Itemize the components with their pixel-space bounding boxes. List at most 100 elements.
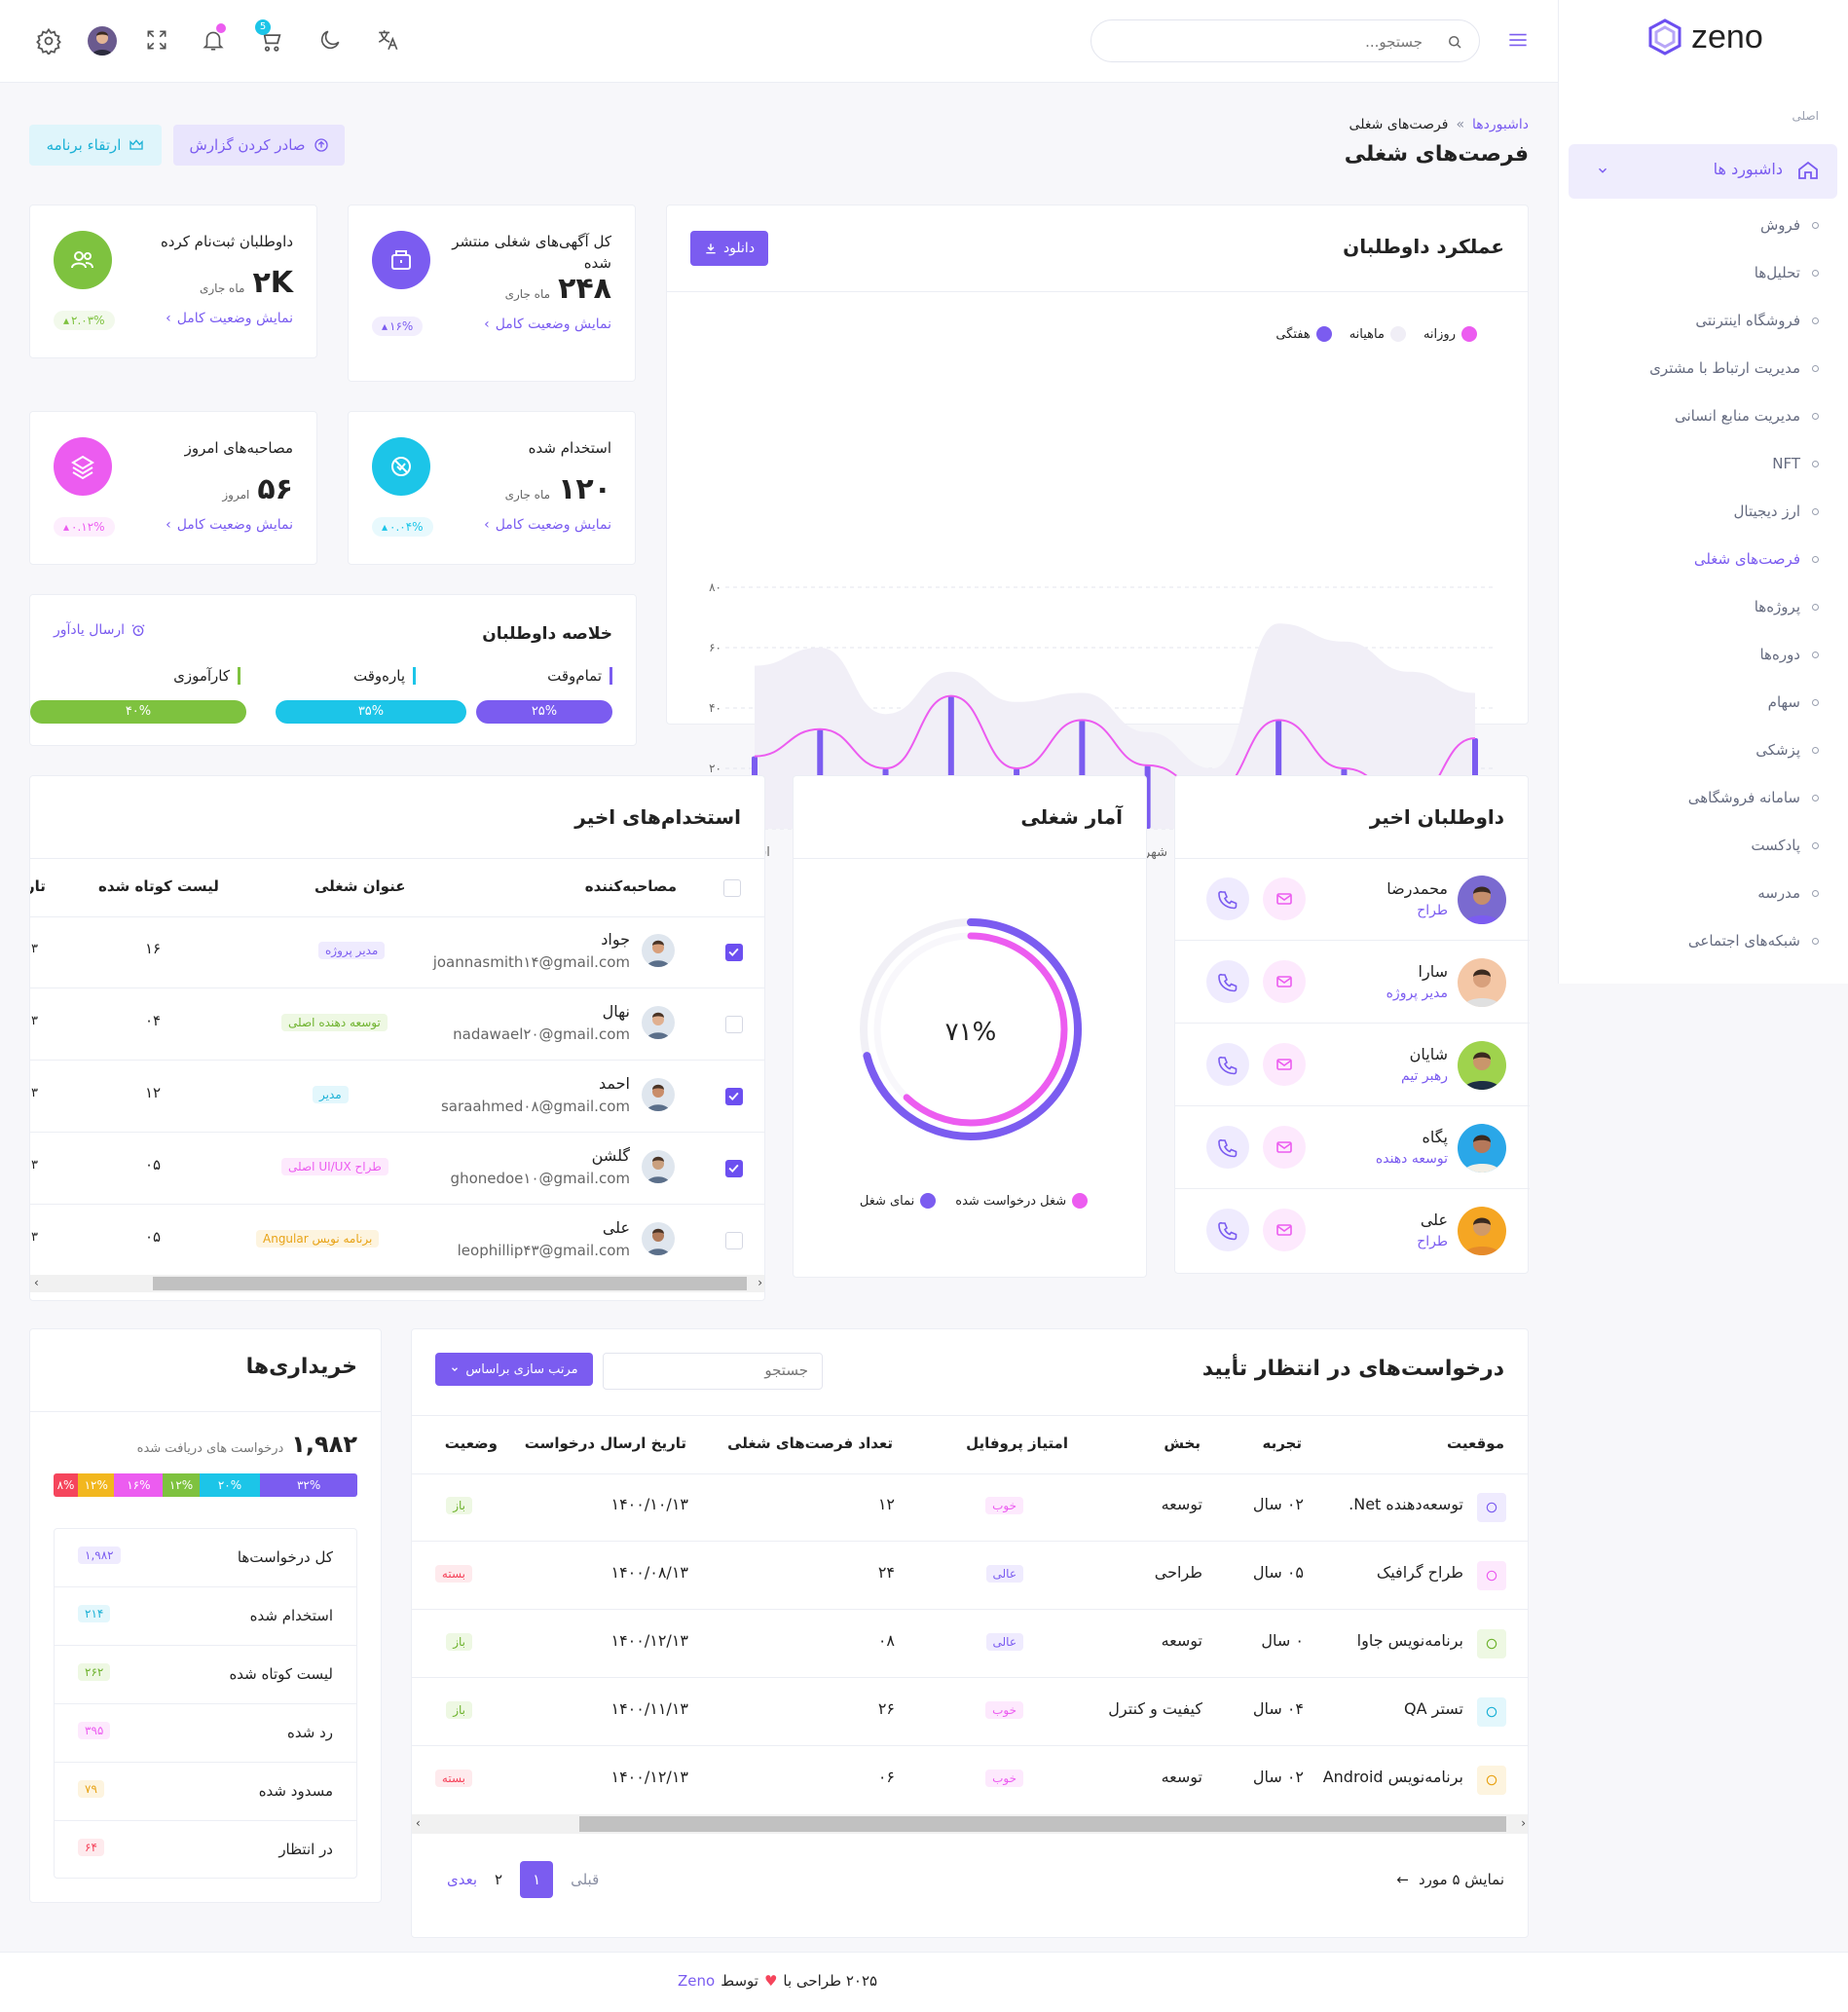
email-button[interactable] [1263, 1126, 1306, 1169]
next-page-button[interactable]: بعدی [447, 1871, 478, 1888]
page-2-button[interactable]: ۲ [495, 1871, 503, 1888]
sidebar-item[interactable]: فرصت‌های شغلی [1694, 550, 1819, 568]
sort-by-label: مرتب سازی براساس [465, 1361, 578, 1377]
call-button[interactable] [1206, 1209, 1249, 1251]
pending-table-row[interactable]: توسعه‌دهنده Net. ۰۲ سال توسعه خوب ۱۲ ۱۴۰۰/۱۰/… [412, 1473, 1528, 1542]
translate-icon[interactable] [376, 27, 403, 55]
sidebar-section-label: اصلی [1792, 109, 1820, 123]
user-avatar[interactable] [88, 26, 117, 56]
pending-search-box[interactable] [603, 1353, 823, 1390]
scroll-right-icon[interactable]: › [758, 1276, 762, 1289]
sidebar-item[interactable]: سهام [1768, 693, 1819, 711]
horizontal-scrollbar[interactable]: ‹ › [412, 1814, 1528, 1834]
cart-icon[interactable]: 5 [255, 19, 284, 55]
hires-header-job-title: عنوان شغلی [314, 877, 406, 895]
scroll-left-icon[interactable]: ‹ [416, 1816, 421, 1830]
legend-item[interactable]: هفتگی [1275, 326, 1332, 342]
notification-bell-icon[interactable] [201, 23, 228, 55]
select-all-checkbox[interactable] [723, 879, 741, 897]
pending-search-input[interactable] [613, 1361, 808, 1379]
search-box[interactable] [1090, 19, 1480, 62]
legend-item[interactable]: روزانه [1423, 326, 1477, 342]
profile-score-badge: عالی [985, 1565, 1023, 1583]
email-button[interactable] [1263, 877, 1306, 920]
pending-header: بخش [1164, 1434, 1201, 1452]
job-category-icon [1486, 1774, 1497, 1786]
footer-brand-link[interactable]: Zeno [678, 1972, 716, 1990]
chevron-down-icon[interactable] [1596, 164, 1609, 177]
call-button[interactable] [1206, 1126, 1249, 1169]
sidebar-item-dashboards[interactable]: داشبورد ها [1569, 144, 1837, 199]
prev-page-button[interactable]: قبلی [571, 1871, 600, 1888]
fullscreen-icon[interactable] [144, 27, 171, 55]
sidebar-item[interactable]: مدرسه [1757, 884, 1819, 902]
pending-table-row[interactable]: طراح گرافیک ۰۵ سال طراحی عالی ۲۴ ۱۴۰۰/۰۸/۱۳ بس… [412, 1542, 1528, 1610]
hires-table-row[interactable]: گلشن ghonedoe۱۰@gmail.com طراح UI/UX اصلی ۰… [30, 1133, 764, 1205]
candidate-name[interactable]: محمدرضا [1386, 879, 1448, 898]
upgrade-button[interactable]: ارتقاء برنامه [29, 125, 162, 166]
sort-by-button[interactable]: مرتب سازی براساس [435, 1353, 593, 1386]
scroll-right-icon[interactable]: › [1521, 1816, 1526, 1830]
sidebar-item[interactable]: پروژه‌ها [1755, 598, 1819, 615]
call-button[interactable] [1206, 1043, 1249, 1086]
purchases-title: خریداری‌ها [245, 1355, 357, 1379]
scrollbar-thumb[interactable] [153, 1277, 747, 1290]
call-button[interactable] [1206, 877, 1249, 920]
legend-item[interactable]: نمای شغل [860, 1193, 937, 1209]
candidate-name[interactable]: سارا [1418, 962, 1448, 981]
breadcrumb-root[interactable]: داشبوردها [1472, 117, 1529, 132]
brand-logo[interactable]: zeno [1646, 18, 1763, 56]
call-button[interactable] [1206, 960, 1249, 1003]
sidebar-item[interactable]: ارز دیجیتال [1734, 503, 1819, 520]
hires-table-row[interactable]: جواد joannasmith۱۴@gmail.com مدیر پروژه ۱۶ ۰… [30, 916, 764, 988]
pending-table-row[interactable]: برنامه‌نویس Android ۰۲ سال توسعه خوب ۰۶ ۱۴۰۰/… [412, 1746, 1528, 1814]
view-full-status-link[interactable]: نمایش وضعیت کامل › [166, 311, 293, 326]
hires-table-row[interactable]: علی leophillip۴۳@gmail.com برنامه نویس Ang… [30, 1205, 764, 1277]
settings-icon[interactable] [35, 27, 62, 55]
candidate-name[interactable]: پگاه [1422, 1128, 1448, 1146]
scroll-left-icon[interactable]: ‹ [34, 1276, 39, 1289]
row-checkbox[interactable] [725, 1232, 743, 1249]
sidebar-item[interactable]: مدیریت ارتباط با مشتری [1649, 359, 1819, 377]
sidebar-item-label: پزشکی [1756, 741, 1800, 759]
sidebar-item[interactable]: NFT [1772, 455, 1819, 472]
row-checkbox[interactable] [725, 1160, 743, 1177]
sidebar-item[interactable]: تحلیل‌ها [1755, 264, 1819, 281]
sidebar-item[interactable]: فروشگاه اینترنتی [1695, 312, 1819, 329]
sidebar-item[interactable]: پادکست [1751, 837, 1819, 854]
purchases-distribution-bar: ۳۲% ۲۰% ۱۲% ۱۶% ۱۲% ۸% [54, 1473, 357, 1497]
scrollbar-thumb[interactable] [579, 1816, 1506, 1832]
candidate-name[interactable]: شایان [1409, 1045, 1448, 1063]
distribution-segment: ۳۲% [260, 1473, 357, 1497]
search-input[interactable] [1111, 30, 1423, 54]
sidebar-item[interactable]: فروش [1760, 216, 1819, 234]
horizontal-scrollbar[interactable]: ‹ › [30, 1275, 764, 1292]
sidebar-item[interactable]: دوره‌ها [1759, 646, 1819, 663]
row-checkbox[interactable] [725, 1088, 743, 1105]
email-button[interactable] [1263, 1043, 1306, 1086]
menu-toggle-icon[interactable] [1505, 27, 1533, 55]
candidate-name[interactable]: علی [1420, 1211, 1448, 1229]
sidebar-item[interactable]: شبکه‌های اجتماعی [1688, 932, 1819, 950]
sidebar-item[interactable]: پزشکی [1756, 741, 1819, 759]
dark-mode-icon[interactable] [317, 27, 345, 55]
email-button[interactable] [1263, 1209, 1306, 1251]
pending-table-row[interactable]: برنامه‌نویس جاوا ۰ سال توسعه عالی ۰۸ ۱۴۰۰/۱۲/… [412, 1610, 1528, 1678]
row-checkbox[interactable] [725, 944, 743, 961]
sidebar-item[interactable]: مدیریت منابع انسانی [1675, 407, 1819, 425]
legend-item[interactable]: ماهیانه [1349, 326, 1406, 342]
pending-table-row[interactable]: تستر QA ۰۴ سال کیفیت و کنترل خوب ۲۶ ۱۴۰۰/۱۱/۱… [412, 1678, 1528, 1746]
hires-table-row[interactable]: احمد saraahmed۰۸@gmail.com مدیر ۱۲ ۰۳ [30, 1061, 764, 1133]
export-report-button[interactable]: صادر کردن گزارش [173, 125, 345, 166]
hires-table-row[interactable]: نهال nadawael۲۰@gmail.com توسعه دهنده اصلی… [30, 988, 764, 1061]
view-full-status-link[interactable]: نمایش وضعیت کامل › [166, 517, 293, 533]
page-1-button[interactable]: ۱ [520, 1861, 554, 1898]
download-button[interactable]: دانلود [690, 231, 768, 266]
legend-item[interactable]: شغل درخواست شده [955, 1193, 1089, 1209]
sidebar-item[interactable]: سامانه فروشگاهی [1688, 789, 1819, 806]
view-full-status-link[interactable]: نمایش وضعیت کامل › [484, 317, 611, 332]
email-button[interactable] [1263, 960, 1306, 1003]
view-full-status-link[interactable]: نمایش وضعیت کامل › [484, 517, 611, 533]
row-checkbox[interactable] [725, 1016, 743, 1033]
send-reminder-link[interactable]: ارسال یادآور [54, 622, 146, 638]
